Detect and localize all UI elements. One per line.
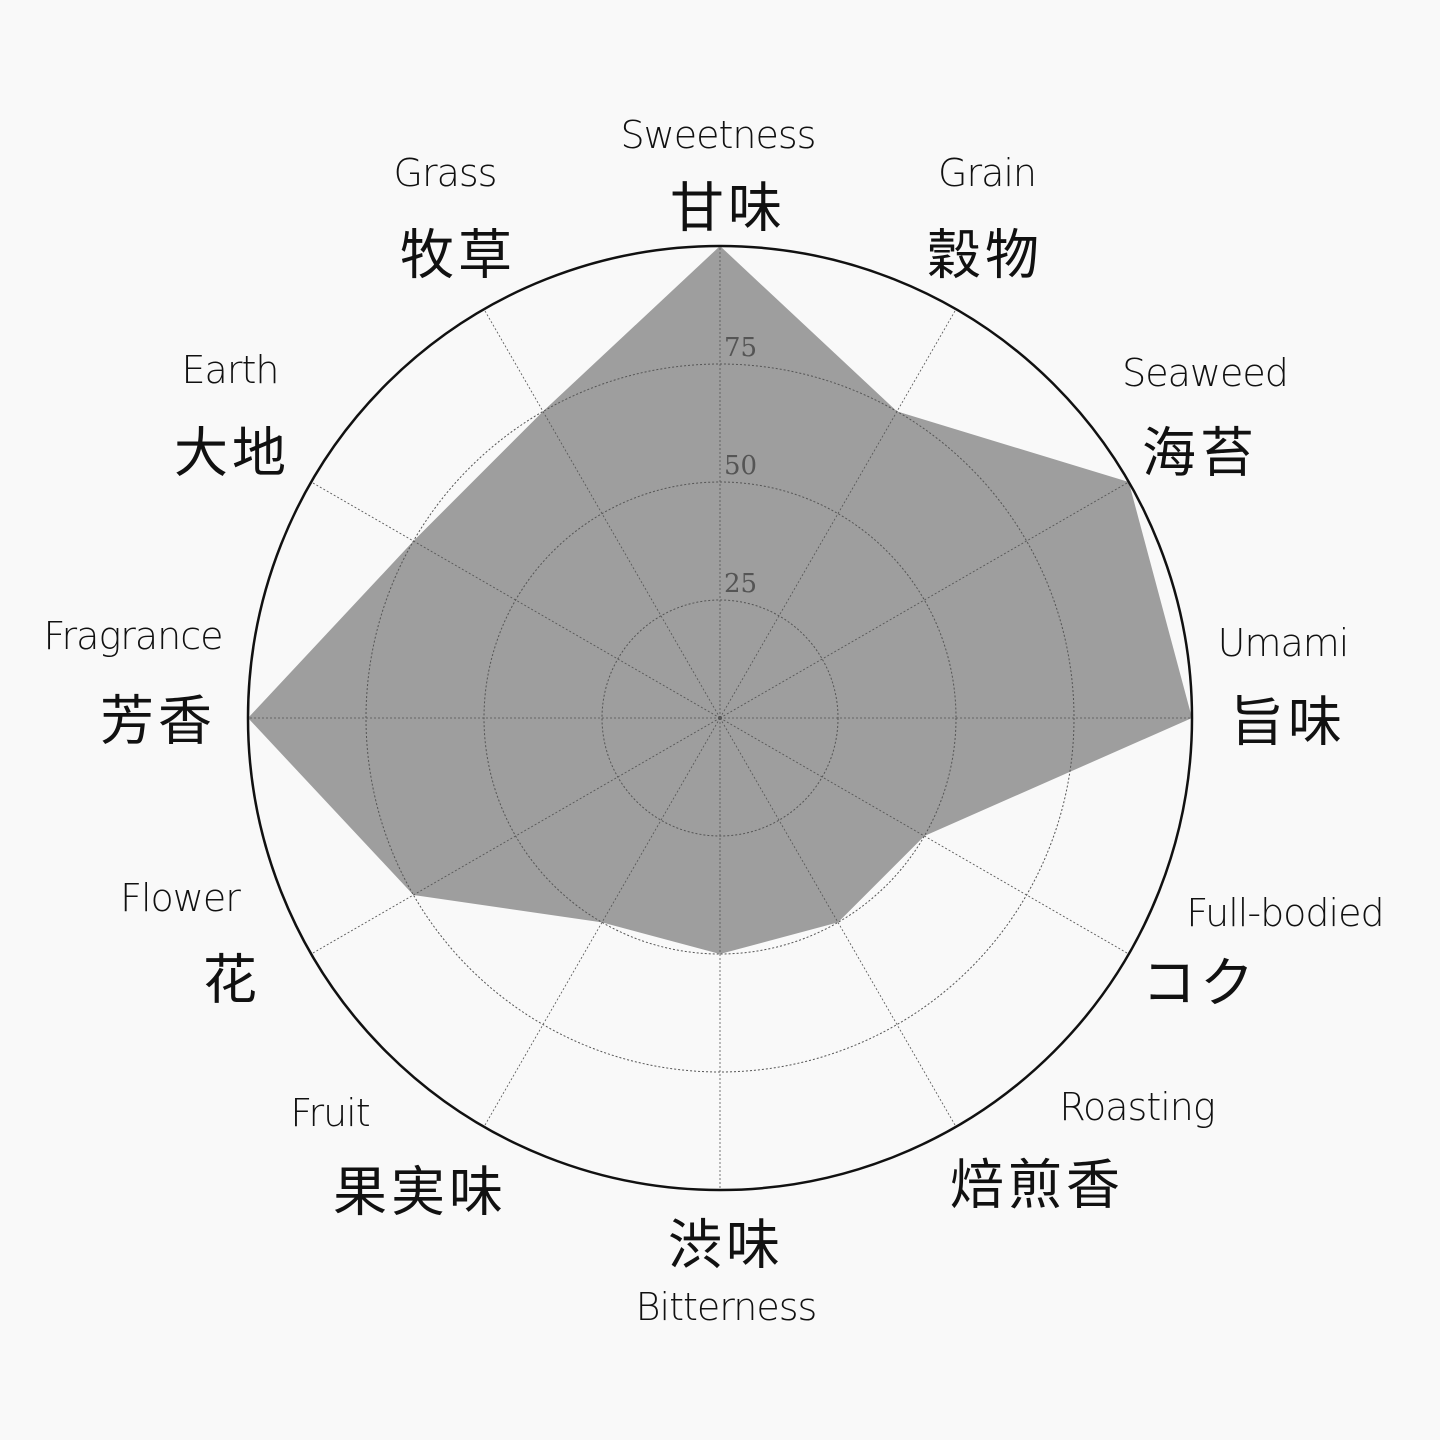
axis-spoke [311, 717, 721, 955]
axis-spoke [483, 309, 721, 719]
axis-label-jp: 旨味 [1230, 690, 1346, 754]
axis-spoke [483, 717, 721, 1127]
axis-label-en: Sweetness [620, 113, 817, 157]
axis-label-en: Bitterness [635, 1285, 818, 1329]
center-dot [718, 716, 722, 720]
axis-label-en: Seaweed [1122, 351, 1289, 395]
axis-label-en: Roasting [1059, 1085, 1215, 1129]
tick-label: 50 [724, 451, 757, 481]
axis-label-en: Fruit [290, 1091, 370, 1135]
axis-label-jp: 花 [203, 948, 261, 1012]
axis-spoke [719, 717, 1129, 955]
axis-label-en: Flower [120, 876, 241, 920]
axis-label-jp: 焙煎香 [950, 1153, 1124, 1217]
axis-label-jp: 大地 [174, 421, 290, 485]
axis-label-jp: 海苔 [1142, 421, 1258, 485]
axis-label-jp: 渋味 [668, 1213, 784, 1277]
axis-label-jp: コク [1142, 951, 1258, 1015]
axis-label-jp: 果実味 [333, 1160, 507, 1224]
axis-label-jp: 牧草 [400, 223, 516, 287]
axis-label-jp: 芳香 [100, 689, 216, 753]
tick-label: 75 [724, 333, 757, 363]
axis-spoke [719, 717, 957, 1127]
axis-label-en: Grain [938, 151, 1037, 195]
axis-spoke [719, 481, 1129, 719]
axis-label-jp: 甘味 [670, 176, 786, 240]
outer-circle [246, 244, 1194, 1192]
axis-label-en: Grass [393, 151, 498, 195]
axis-spoke [311, 481, 721, 719]
axis-spoke [719, 309, 957, 719]
axis-label-en: Earth [181, 348, 280, 392]
tick-label: 25 [724, 569, 757, 599]
axis-label-en: Fragrance [43, 614, 223, 658]
axis-label-en: Full-bodied [1186, 891, 1384, 935]
axis-label-en: Umami [1217, 621, 1350, 665]
axis-label-jp: 穀物 [927, 223, 1043, 287]
